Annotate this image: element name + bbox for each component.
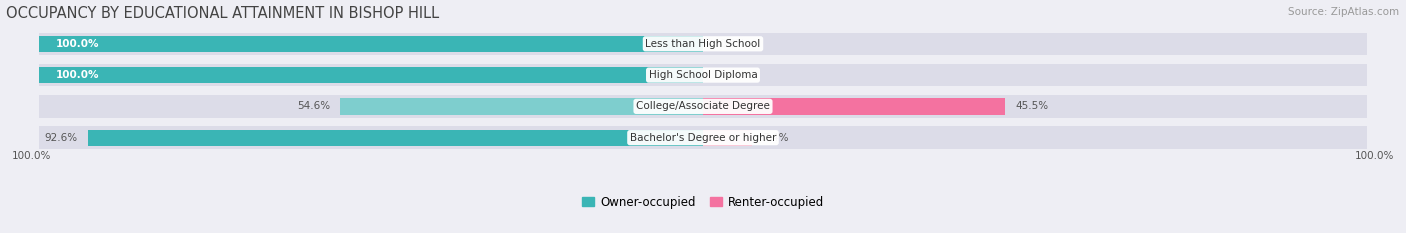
Text: 100.0%: 100.0% — [1354, 151, 1393, 161]
Text: Bachelor's Degree or higher: Bachelor's Degree or higher — [630, 133, 776, 143]
Bar — [703, 130, 752, 146]
Text: 0.0%: 0.0% — [720, 70, 745, 80]
Text: 0.0%: 0.0% — [720, 39, 745, 49]
Text: OCCUPANCY BY EDUCATIONAL ATTAINMENT IN BISHOP HILL: OCCUPANCY BY EDUCATIONAL ATTAINMENT IN B… — [6, 6, 439, 21]
Bar — [39, 36, 703, 52]
Text: 100.0%: 100.0% — [13, 151, 52, 161]
Bar — [39, 67, 703, 83]
Bar — [39, 33, 1367, 55]
Text: 45.5%: 45.5% — [1015, 101, 1049, 111]
Text: Less than High School: Less than High School — [645, 39, 761, 49]
Bar — [39, 126, 1367, 149]
Legend: Owner-occupied, Renter-occupied: Owner-occupied, Renter-occupied — [582, 195, 824, 209]
Text: College/Associate Degree: College/Associate Degree — [636, 101, 770, 111]
Text: 7.4%: 7.4% — [762, 133, 789, 143]
Bar — [39, 64, 1367, 86]
Text: 100.0%: 100.0% — [55, 39, 98, 49]
Text: High School Diploma: High School Diploma — [648, 70, 758, 80]
Bar — [89, 130, 703, 146]
Text: 54.6%: 54.6% — [297, 101, 330, 111]
Bar — [340, 98, 703, 114]
Bar — [703, 98, 1005, 114]
Text: 100.0%: 100.0% — [55, 70, 98, 80]
Text: Source: ZipAtlas.com: Source: ZipAtlas.com — [1288, 7, 1399, 17]
Text: 92.6%: 92.6% — [45, 133, 77, 143]
Bar — [39, 95, 1367, 118]
